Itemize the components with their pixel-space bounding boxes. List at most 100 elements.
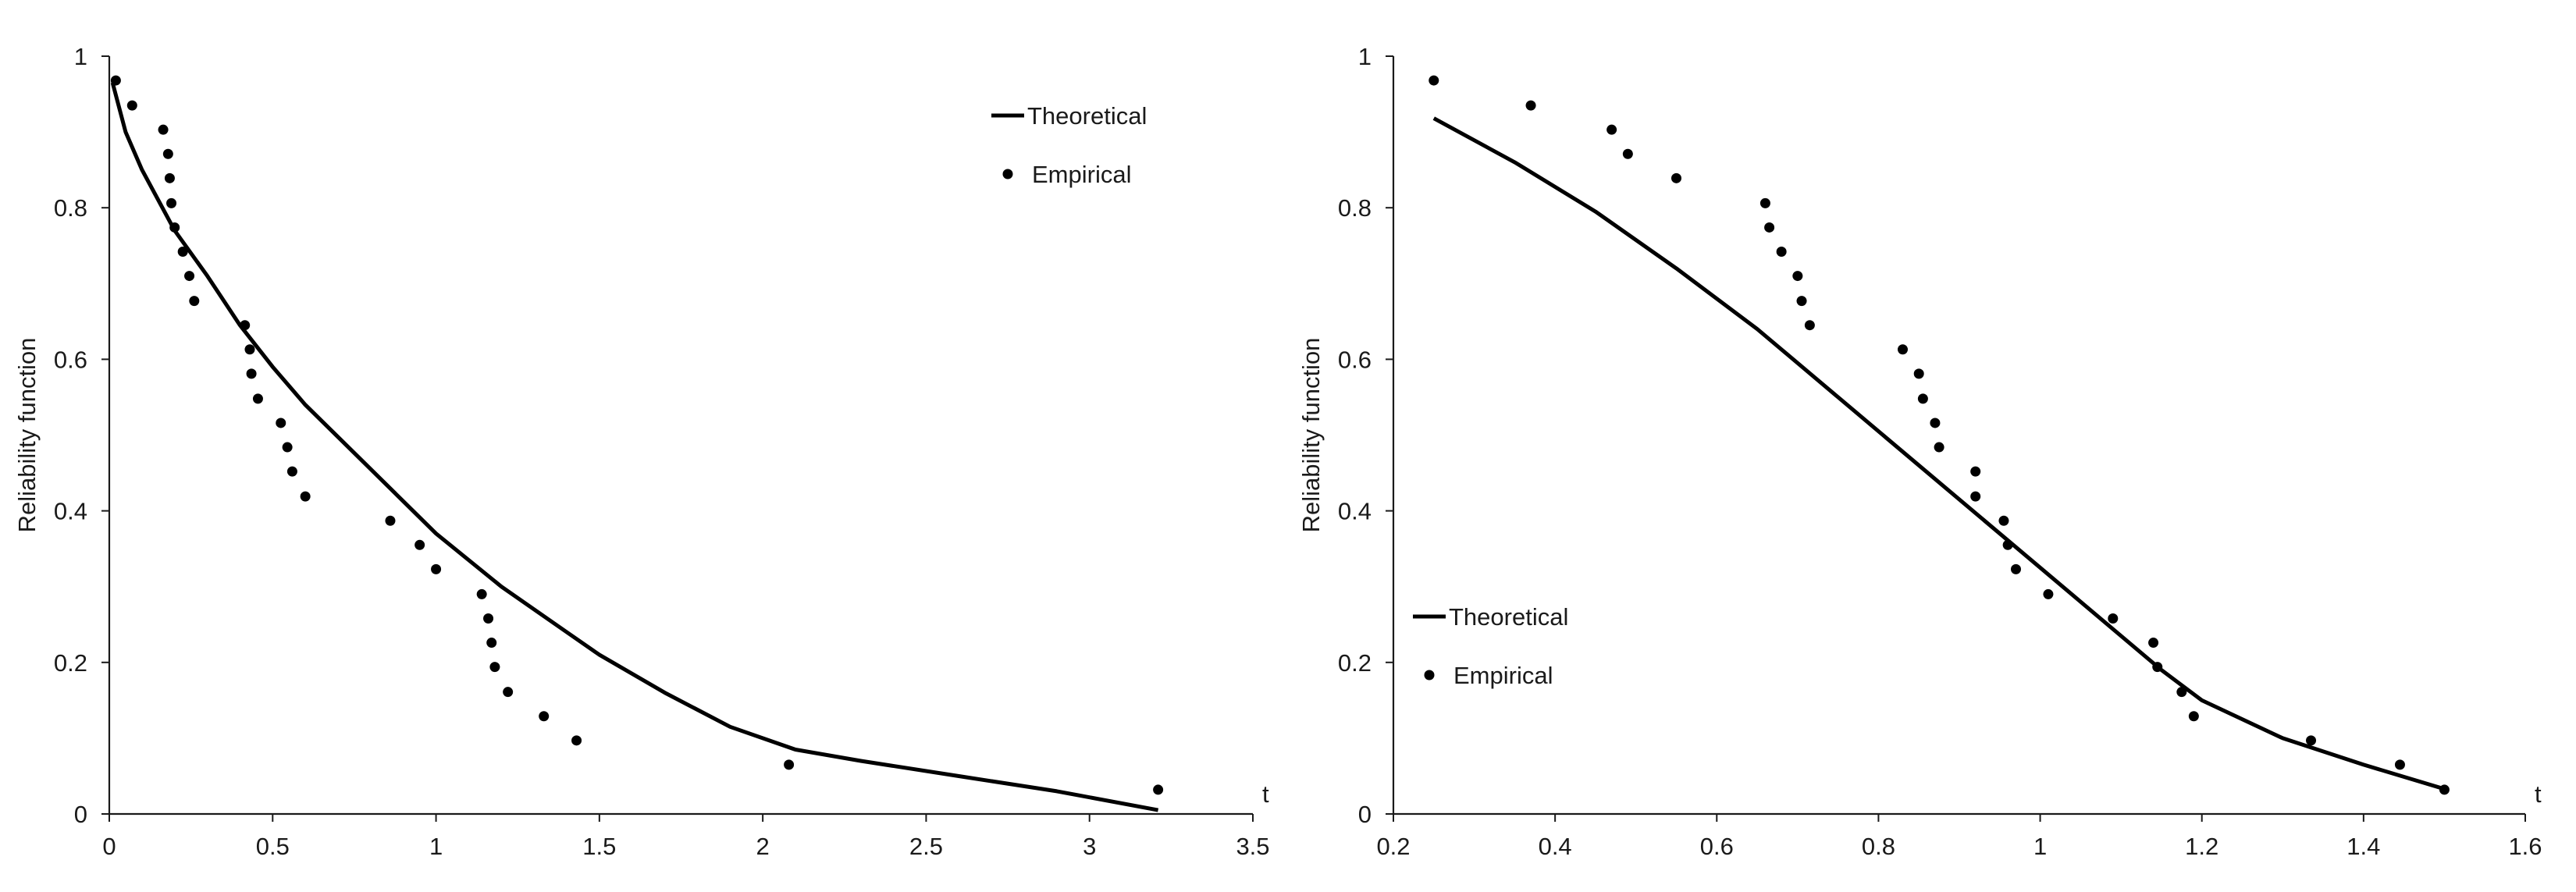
- empirical-point: [252, 393, 263, 404]
- y-tick-label: 0.8: [1338, 194, 1372, 222]
- legend-label-empirical: Empirical: [1453, 662, 1553, 689]
- empirical-point: [110, 75, 121, 86]
- empirical-point: [2002, 539, 2013, 550]
- y-tick-label: 0.2: [54, 649, 87, 677]
- right-chart: 00.20.40.60.810.2 0.4 0.6 0.8 1 1.2 1.4 1.6Reli…: [1297, 43, 2542, 860]
- empirical-point: [2306, 735, 2317, 746]
- x-axis-label: t: [1262, 780, 1269, 808]
- empirical-point: [385, 515, 396, 526]
- empirical-point: [571, 735, 582, 746]
- empirical-point: [177, 247, 188, 258]
- y-tick-label: 0: [1358, 801, 1372, 828]
- y-tick-label: 0.4: [1338, 498, 1372, 525]
- x-tick-label: 1: [429, 833, 443, 860]
- x-tick-label: 0: [102, 833, 116, 860]
- x-tick-label: 0.8: [1862, 833, 1895, 860]
- empirical-point: [1917, 393, 1928, 404]
- x-tick-label: 1.4: [2347, 833, 2380, 860]
- y-axis-label: Reliability function: [13, 338, 41, 533]
- theoretical-series-line: [1432, 116, 2446, 791]
- empirical-point: [1804, 320, 1815, 331]
- x-axis-label: t: [2535, 780, 2542, 808]
- empirical-point: [1622, 148, 1633, 159]
- empirical-point: [1606, 124, 1617, 135]
- empirical-point: [169, 222, 180, 233]
- x-tick-label: 0.4: [1539, 833, 1572, 860]
- empirical-point: [2011, 563, 2021, 574]
- empirical-point: [431, 563, 442, 574]
- empirical-point: [483, 613, 494, 624]
- empirical-point: [1671, 172, 1681, 183]
- x-tick-label: 3.5: [1236, 833, 1269, 860]
- empirical-point: [189, 296, 200, 307]
- legend-empirical-swatch: [1424, 670, 1435, 681]
- y-tick-label: 0.8: [54, 194, 87, 222]
- empirical-point: [2188, 711, 2199, 722]
- empirical-point: [184, 271, 195, 282]
- x-tick-label: 0.5: [256, 833, 290, 860]
- theoretical-series-line: [110, 82, 1159, 812]
- empirical-point: [2439, 784, 2450, 795]
- x-tick-label: 1: [2033, 833, 2047, 860]
- empirical-point: [246, 368, 257, 379]
- x-tick-label: 0.2: [1376, 833, 1410, 860]
- empirical-point: [1759, 197, 1770, 208]
- x-tick-label: 2.5: [909, 833, 943, 860]
- empirical-point: [503, 687, 514, 698]
- empirical-point: [2148, 638, 2159, 649]
- empirical-point: [286, 466, 297, 477]
- empirical-point: [1898, 344, 1908, 355]
- legend-label-empirical: Empirical: [1032, 161, 1131, 188]
- empirical-point: [1792, 271, 1803, 282]
- empirical-point: [1970, 466, 1981, 477]
- empirical-point: [240, 320, 251, 331]
- empirical-point: [539, 711, 550, 722]
- empirical-point: [1776, 247, 1787, 258]
- empirical-point: [276, 418, 286, 428]
- empirical-point: [1764, 222, 1775, 233]
- legend-label-theoretical: Theoretical: [1449, 603, 1568, 631]
- empirical-point: [166, 197, 177, 208]
- empirical-point: [486, 638, 497, 649]
- empirical-point: [162, 148, 173, 159]
- empirical-point: [415, 539, 425, 550]
- y-tick-label: 0.2: [1338, 649, 1372, 677]
- empirical-point: [126, 100, 137, 111]
- x-tick-label: 1.5: [582, 833, 616, 860]
- left-chart: 0 0.2 0.4 0.6 0.8 1 0 0.5 1 1.5 2 2.5 3 3.5 Reliabilit…: [13, 43, 1270, 860]
- empirical-point: [489, 662, 500, 673]
- legend-label-theoretical: Theoretical: [1027, 102, 1147, 130]
- x-tick-label: 2: [756, 833, 770, 860]
- empirical-point: [784, 759, 795, 770]
- empirical-point: [1525, 100, 1536, 111]
- empirical-point: [2043, 588, 2054, 599]
- x-tick-label: 3: [1083, 833, 1096, 860]
- y-tick-label: 1: [74, 43, 87, 70]
- empirical-point: [1970, 491, 1981, 502]
- y-tick-label: 0: [74, 801, 87, 828]
- empirical-point: [1913, 368, 1924, 379]
- empirical-point: [1930, 418, 1941, 428]
- empirical-point: [1429, 75, 1439, 86]
- empirical-point: [300, 491, 311, 502]
- x-tick-label: 0.6: [1700, 833, 1734, 860]
- empirical-point: [1796, 296, 1807, 307]
- x-tick-label: 1.2: [2185, 833, 2218, 860]
- empirical-point: [1153, 784, 1164, 795]
- legend-empirical-swatch: [1002, 169, 1013, 179]
- empirical-point: [2152, 662, 2163, 673]
- empirical-point: [158, 124, 169, 135]
- empirical-point: [244, 344, 255, 355]
- y-tick-label: 1: [1358, 43, 1372, 70]
- empirical-point: [2108, 613, 2119, 624]
- y-axis-label: Reliability function: [1297, 338, 1325, 533]
- empirical-point: [282, 442, 293, 453]
- x-tick-label: 1.6: [2508, 833, 2542, 860]
- empirical-point: [2176, 687, 2187, 698]
- y-tick-label: 0.4: [54, 498, 87, 525]
- y-tick-label: 0.6: [54, 346, 87, 373]
- y-tick-label: 0.6: [1338, 346, 1372, 373]
- empirical-point: [1998, 515, 2009, 526]
- empirical-point: [164, 172, 175, 183]
